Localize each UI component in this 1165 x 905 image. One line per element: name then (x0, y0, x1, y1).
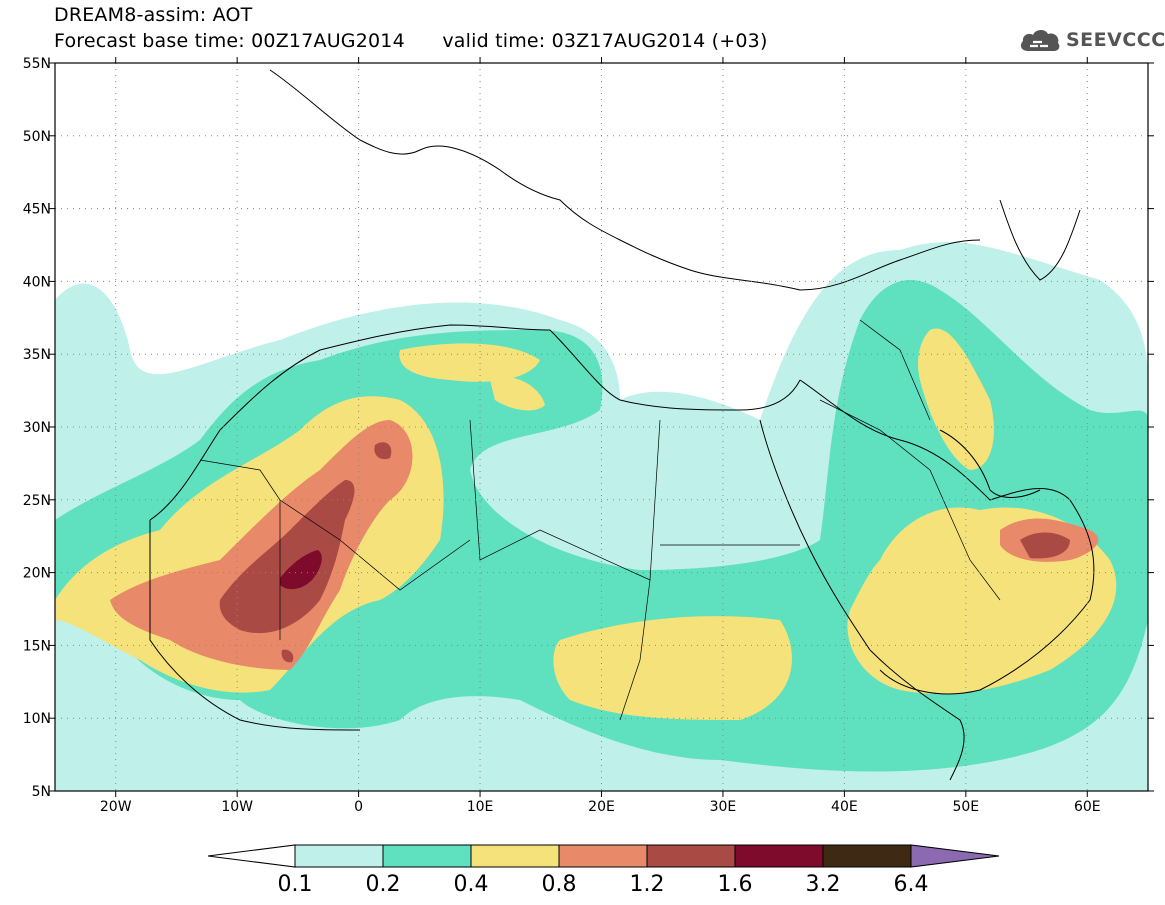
colorbar-level-label: 0.2 (366, 872, 401, 897)
colorbar-level-label: 3.2 (806, 872, 841, 897)
coastline-west-africa (149, 519, 361, 731)
border-algeria-mali (279, 499, 471, 591)
country-borders (199, 319, 1001, 721)
colorbar-swatch (822, 844, 912, 868)
lat-tick-label: 50N (23, 129, 51, 145)
coastline-north-africa (149, 324, 801, 521)
colorbar-swatch (734, 844, 824, 868)
seevccc-logo: SEEVCCC (1018, 22, 1165, 58)
lat-tick-label: 25N (23, 493, 51, 509)
lat-tick-label: 5N (32, 784, 51, 800)
lat-tick-label: 45N (23, 202, 51, 218)
coastline-europe (269, 69, 981, 291)
coastline-caspian (999, 199, 1081, 281)
border-libya (469, 419, 661, 581)
coastlines (149, 69, 1095, 781)
map-gridlines (55, 63, 1148, 791)
colorbar-high-arrow (910, 844, 1000, 868)
coastline-horn-africa (869, 649, 965, 781)
colorbar-level-label: 1.6 (718, 872, 753, 897)
lat-tick-label: 20N (23, 566, 51, 582)
axis-ticks (49, 57, 1154, 797)
border-iraq-iran (859, 319, 931, 421)
lon-tick-label: 30E (710, 799, 737, 815)
aot-field (55, 241, 1148, 791)
logo-text: SEEVCCC (1066, 29, 1165, 51)
lon-tick-label: 20W (100, 799, 132, 815)
lat-tick-label: 10N (23, 711, 51, 727)
time-info: Forecast base time: 00Z17AUG2014 valid t… (54, 30, 768, 52)
colorbar-level-label: 6.4 (894, 872, 929, 897)
lon-tick-label: 40E (831, 799, 858, 815)
map-title: DREAM8-assim: AOT (54, 4, 253, 26)
colorbar-swatch (382, 844, 472, 868)
colorbar-level-label: 0.1 (278, 872, 313, 897)
colorbar-low-arrow (207, 844, 296, 868)
axis-labels: 20W 10W 0 10E 20E 30E 40E 50E 60E 55N 50N 45N 40N 35N… (23, 56, 1101, 815)
aot-band-1.6 (280, 550, 322, 590)
cloud-icon (1020, 29, 1060, 51)
colorbar-swatch (646, 844, 736, 868)
border-mauritania (199, 459, 281, 640)
lat-tick-label: 30N (23, 420, 51, 436)
base-time-label: Forecast base time: 00Z17AUG2014 (54, 30, 405, 52)
valid-time-label: valid time: 03Z17AUG2014 (+03) (442, 30, 768, 52)
lat-tick-label: 55N (23, 56, 51, 72)
colorbar-swatch (558, 844, 648, 868)
lat-tick-label: 35N (23, 347, 51, 363)
coastline-red-sea (759, 419, 871, 651)
lat-tick-label: 15N (23, 638, 51, 654)
lat-tick-label: 40N (23, 274, 51, 290)
lon-tick-label: 10W (221, 799, 253, 815)
colorbar: 0.1 0.2 0.4 0.8 1.2 1.6 3.2 6.4 (207, 844, 1000, 897)
colorbar-level-label: 1.2 (630, 872, 665, 897)
lon-tick-label: 20E (588, 799, 615, 815)
border-chad-sudan (619, 579, 651, 721)
coastline-persian-gulf (939, 429, 1041, 498)
aot-band-0.8 (110, 420, 1099, 670)
colorbar-level-label: 0.4 (454, 872, 489, 897)
lon-tick-label: 10E (467, 799, 494, 815)
colorbar-swatch (470, 844, 560, 868)
lon-tick-label: 0 (354, 799, 363, 815)
lon-tick-label: 50E (952, 799, 979, 815)
border-saudi (819, 399, 1001, 601)
colorbar-level-label: 0.8 (542, 872, 577, 897)
lon-tick-label: 60E (1074, 799, 1101, 815)
coastline-arabia (799, 379, 1095, 695)
colorbar-swatch (294, 844, 384, 868)
